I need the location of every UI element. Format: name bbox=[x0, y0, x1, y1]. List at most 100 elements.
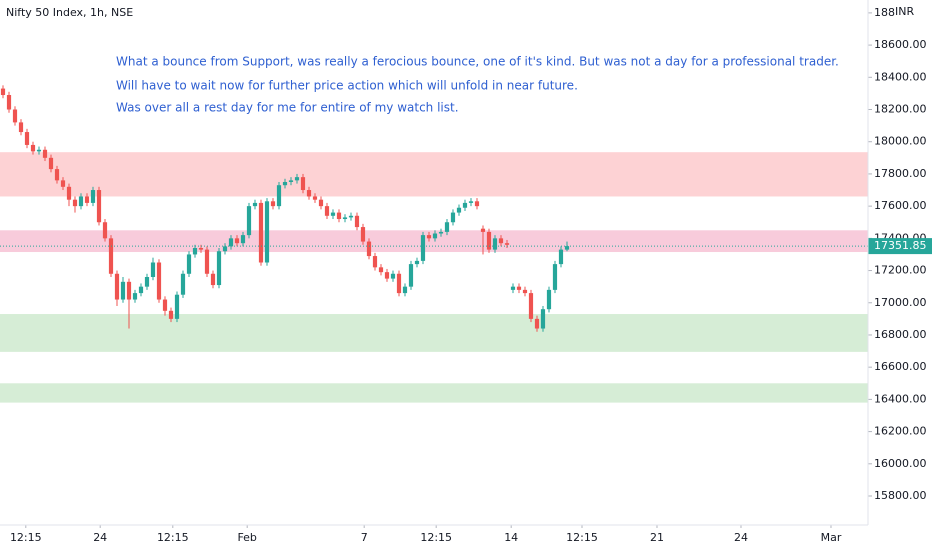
candle-body bbox=[294, 177, 300, 181]
candle-body bbox=[60, 180, 66, 187]
annotation: What a bounce from Support, was really a… bbox=[116, 55, 839, 69]
candle-body bbox=[438, 231, 444, 234]
last-price-label: 17351.85 bbox=[874, 239, 927, 252]
annotation: Will have to wait now for further price … bbox=[116, 79, 578, 93]
y-tick-label: 16600.00 bbox=[874, 360, 927, 373]
candle-body bbox=[522, 289, 528, 294]
candle-body bbox=[144, 276, 150, 287]
x-tick-label: 12:15 bbox=[157, 531, 189, 544]
candle-body bbox=[150, 262, 156, 277]
candle-body bbox=[384, 272, 390, 279]
candle-body bbox=[324, 206, 330, 216]
candle-body bbox=[12, 109, 18, 123]
candle-body bbox=[474, 201, 480, 207]
currency-label: INR bbox=[895, 5, 914, 18]
candle-body bbox=[216, 251, 222, 286]
candle-body bbox=[24, 132, 30, 145]
candle-body bbox=[558, 249, 564, 265]
candle-body bbox=[72, 199, 78, 207]
candle-body bbox=[54, 169, 60, 181]
candle-body bbox=[540, 309, 546, 329]
zone bbox=[0, 383, 868, 403]
y-tick-label: 17600.00 bbox=[874, 199, 927, 212]
candle-body bbox=[342, 217, 348, 220]
candle-body bbox=[156, 262, 162, 300]
candle-body bbox=[372, 256, 378, 268]
candle-body bbox=[564, 246, 570, 250]
candle-body bbox=[132, 293, 138, 300]
candle-body bbox=[246, 206, 252, 236]
candle-body bbox=[6, 95, 12, 110]
candle-body bbox=[486, 231, 492, 250]
candle-body bbox=[504, 243, 510, 245]
x-tick-label: Feb bbox=[237, 531, 256, 544]
candle-body bbox=[426, 235, 432, 239]
candle-body bbox=[420, 235, 426, 261]
candle-body bbox=[330, 212, 336, 216]
y-tick-label: 18400.00 bbox=[874, 70, 927, 83]
candle-body bbox=[354, 215, 360, 228]
candle-body bbox=[258, 202, 264, 263]
candle-body bbox=[408, 264, 414, 287]
candle-body bbox=[234, 238, 240, 244]
candle-body bbox=[30, 144, 36, 152]
candle-body bbox=[84, 196, 90, 203]
candle-body bbox=[174, 294, 180, 319]
y-tick-label: 15800.00 bbox=[874, 489, 927, 502]
zone bbox=[0, 314, 868, 352]
candle-body bbox=[90, 190, 96, 203]
candle-body bbox=[348, 215, 354, 218]
candle-body bbox=[210, 273, 216, 286]
y-tick-label: 18600.00 bbox=[874, 38, 927, 51]
candle-body bbox=[276, 185, 282, 207]
candle-body bbox=[282, 181, 288, 186]
candle-body bbox=[78, 196, 84, 207]
candle-body bbox=[138, 286, 144, 294]
x-tick-label: 24 bbox=[734, 531, 748, 544]
candle-body bbox=[288, 180, 294, 182]
candle-body bbox=[552, 264, 558, 290]
y-tick-label: 16200.00 bbox=[874, 425, 927, 438]
candle-body bbox=[318, 199, 324, 207]
candle-body bbox=[102, 222, 108, 239]
candle-body bbox=[432, 233, 438, 239]
candle-body bbox=[264, 201, 270, 263]
y-tick-label: 16000.00 bbox=[874, 457, 927, 470]
candle-body bbox=[36, 149, 42, 152]
x-tick-label: 7 bbox=[361, 531, 368, 544]
candle-body bbox=[468, 201, 474, 203]
zone bbox=[0, 152, 868, 197]
candle-body bbox=[516, 286, 522, 290]
currency-box: INR bbox=[895, 4, 932, 20]
candle-body bbox=[498, 238, 504, 244]
y-tick-label: 16800.00 bbox=[874, 328, 927, 341]
candle-body bbox=[180, 273, 186, 295]
candle-body bbox=[366, 241, 372, 257]
candles bbox=[0, 85, 570, 332]
overlay: 15800.00 16000.00 16200.00 16400.00 16600.00… bbox=[0, 4, 932, 544]
candle-body bbox=[492, 238, 498, 250]
candle-body bbox=[198, 248, 204, 250]
candle-body bbox=[42, 149, 48, 158]
candle-body bbox=[222, 246, 228, 252]
candle-body bbox=[396, 273, 402, 294]
candle-body bbox=[204, 249, 210, 274]
candle-body bbox=[450, 212, 456, 223]
candle-body bbox=[162, 299, 168, 311]
x-tick-label: Mar bbox=[821, 531, 842, 544]
x-tick-label: 24 bbox=[93, 531, 107, 544]
y-tick-label: 16400.00 bbox=[874, 392, 927, 405]
chart-title: Nifty 50 Index, 1h, NSE bbox=[6, 6, 133, 19]
candle-body bbox=[120, 281, 126, 300]
candle-body bbox=[126, 281, 132, 300]
candle-body bbox=[390, 273, 396, 279]
zones bbox=[0, 152, 868, 403]
candle-body bbox=[270, 201, 276, 207]
x-tick-label: 14 bbox=[504, 531, 518, 544]
candle-body bbox=[444, 222, 450, 232]
candle-body bbox=[300, 177, 306, 191]
candle-body bbox=[534, 318, 540, 329]
candle-body bbox=[66, 186, 72, 200]
